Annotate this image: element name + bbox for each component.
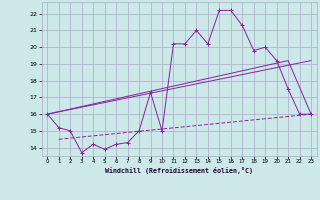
X-axis label: Windchill (Refroidissement éolien,°C): Windchill (Refroidissement éolien,°C) xyxy=(105,167,253,174)
